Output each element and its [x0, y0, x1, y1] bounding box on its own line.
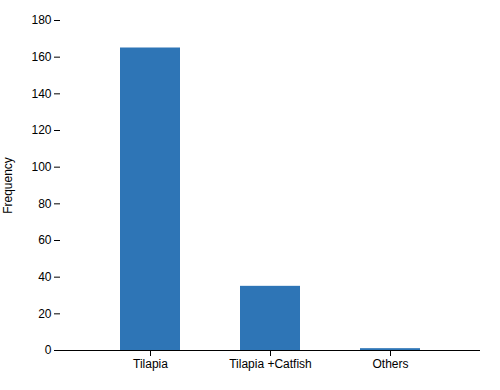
svg-text:Tilapia +Catfish: Tilapia +Catfish — [229, 357, 312, 371]
svg-text:0: 0 — [45, 343, 52, 357]
svg-text:20: 20 — [38, 307, 52, 321]
svg-text:60: 60 — [38, 233, 52, 247]
svg-text:140: 140 — [31, 87, 51, 101]
svg-text:Tilapia: Tilapia — [133, 357, 168, 371]
svg-text:100: 100 — [31, 160, 51, 174]
svg-text:40: 40 — [38, 270, 52, 284]
svg-text:180: 180 — [31, 13, 51, 27]
svg-text:160: 160 — [31, 50, 51, 64]
svg-text:Frequency: Frequency — [1, 157, 15, 214]
svg-text:Others: Others — [372, 357, 408, 371]
svg-text:80: 80 — [38, 197, 52, 211]
svg-text:120: 120 — [31, 123, 51, 137]
